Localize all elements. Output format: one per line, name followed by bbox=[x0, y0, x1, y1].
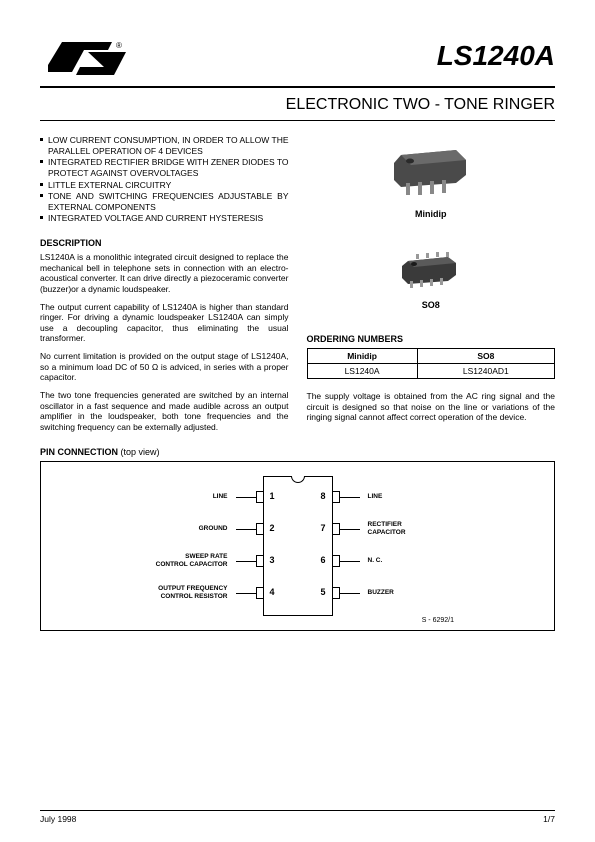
pin-7-num: 7 bbox=[320, 523, 325, 533]
description-para: The two tone frequencies generated are s… bbox=[40, 390, 289, 433]
so8-image bbox=[396, 249, 466, 296]
pin-1-box bbox=[256, 491, 264, 503]
pin-4-num: 4 bbox=[270, 587, 275, 597]
feature-item: INTEGRATED RECTIFIER BRIDGE WITH ZENER D… bbox=[40, 157, 289, 178]
pin-6-label: N. C. bbox=[368, 557, 383, 564]
pin-6-num: 6 bbox=[320, 555, 325, 565]
pin-7-box bbox=[332, 523, 340, 535]
pin-lead bbox=[236, 561, 256, 562]
feature-item: LOW CURRENT CONSUMPTION, IN ORDER TO ALL… bbox=[40, 135, 289, 156]
pin-3-box bbox=[256, 555, 264, 567]
pin-4-box bbox=[256, 587, 264, 599]
pin-connection-heading: PIN CONNECTION (top view) bbox=[40, 447, 555, 457]
table-header: SO8 bbox=[417, 349, 554, 364]
footer-date: July 1998 bbox=[40, 814, 76, 824]
pin-3-label: SWEEP RATE CONTROL CAPACITOR bbox=[156, 553, 228, 567]
ordering-heading: ORDERING NUMBERS bbox=[307, 334, 556, 344]
minidip-image bbox=[386, 145, 476, 205]
pin-4-label: OUTPUT FREQUENCY CONTROL RESISTOR bbox=[158, 585, 227, 599]
so8-package: SO8 bbox=[307, 249, 556, 310]
chip-notch bbox=[291, 476, 305, 483]
pin-heading-suffix: (top view) bbox=[121, 447, 160, 457]
part-number: LS1240A bbox=[437, 40, 555, 72]
description-para: LS1240A is a monolithic integrated circu… bbox=[40, 252, 289, 295]
pin-8-num: 8 bbox=[320, 491, 325, 501]
pin-diagram: 1 LINE 2 GROUND 3 SWEEP RATE CONTROL CAP… bbox=[40, 461, 555, 631]
pin-8-label: LINE bbox=[368, 493, 383, 500]
minidip-package: Minidip bbox=[307, 145, 556, 219]
st-logo: ® bbox=[40, 30, 130, 80]
pin-5-label: BUZZER bbox=[368, 589, 394, 596]
pin-3-num: 3 bbox=[270, 555, 275, 565]
diagram-code: S - 6292/1 bbox=[422, 617, 454, 624]
pin-heading-text: PIN CONNECTION bbox=[40, 447, 118, 457]
pin-6-box bbox=[332, 555, 340, 567]
feature-item: INTEGRATED VOLTAGE AND CURRENT HYSTERESI… bbox=[40, 213, 289, 224]
pin-lead bbox=[340, 529, 360, 530]
pin-7-label: RECTIFIER CAPACITOR bbox=[368, 521, 406, 535]
supply-note: The supply voltage is obtained from the … bbox=[307, 391, 556, 423]
feature-item: LITTLE EXTERNAL CIRCUITRY bbox=[40, 180, 289, 191]
main-columns: LOW CURRENT CONSUMPTION, IN ORDER TO ALL… bbox=[40, 135, 555, 439]
so8-label: SO8 bbox=[307, 300, 556, 310]
table-row: Minidip SO8 bbox=[307, 349, 555, 364]
feature-item: TONE AND SWITCHING FREQUENCIES ADJUSTABL… bbox=[40, 191, 289, 212]
header: ® LS1240A bbox=[40, 30, 555, 80]
pin-2-label: GROUND bbox=[199, 525, 228, 532]
left-column: LOW CURRENT CONSUMPTION, IN ORDER TO ALL… bbox=[40, 135, 289, 439]
subtitle: ELECTRONIC TWO - TONE RINGER bbox=[40, 88, 555, 120]
pin-lead bbox=[236, 593, 256, 594]
pin-8-box bbox=[332, 491, 340, 503]
svg-text:®: ® bbox=[116, 41, 122, 50]
footer: July 1998 1/7 bbox=[40, 810, 555, 824]
ordering-table: Minidip SO8 LS1240A LS1240AD1 bbox=[307, 348, 556, 379]
pin-lead bbox=[236, 497, 256, 498]
chip-outline: 1 LINE 2 GROUND 3 SWEEP RATE CONTROL CAP… bbox=[263, 476, 333, 616]
table-cell: LS1240A bbox=[307, 364, 417, 379]
minidip-label: Minidip bbox=[307, 209, 556, 219]
table-row: LS1240A LS1240AD1 bbox=[307, 364, 555, 379]
description-para: The output current capability of LS1240A… bbox=[40, 302, 289, 345]
rule bbox=[40, 120, 555, 121]
pin-2-num: 2 bbox=[270, 523, 275, 533]
description-para: No current limitation is provided on the… bbox=[40, 351, 289, 383]
pin-5-num: 5 bbox=[320, 587, 325, 597]
footer-page: 1/7 bbox=[543, 814, 555, 824]
pin-1-num: 1 bbox=[270, 491, 275, 501]
table-header: Minidip bbox=[307, 349, 417, 364]
pin-2-box bbox=[256, 523, 264, 535]
pin-lead bbox=[340, 497, 360, 498]
pin-1-label: LINE bbox=[213, 493, 228, 500]
pin-lead bbox=[340, 593, 360, 594]
description-heading: DESCRIPTION bbox=[40, 238, 289, 248]
pin-lead bbox=[340, 561, 360, 562]
pin-5-box bbox=[332, 587, 340, 599]
features-list: LOW CURRENT CONSUMPTION, IN ORDER TO ALL… bbox=[40, 135, 289, 224]
pin-lead bbox=[236, 529, 256, 530]
right-column: Minidip SO8 ORDE bbox=[307, 135, 556, 439]
table-cell: LS1240AD1 bbox=[417, 364, 554, 379]
